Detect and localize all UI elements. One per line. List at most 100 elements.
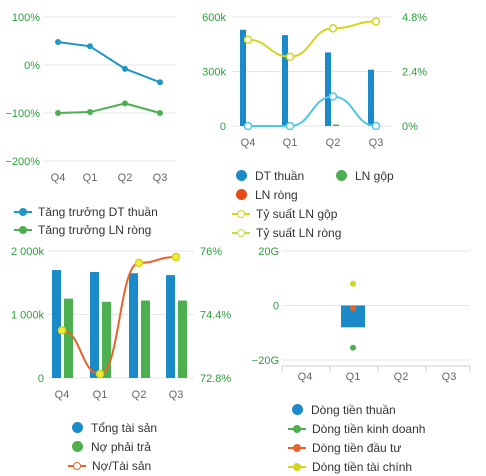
x-tick-label: Q3 xyxy=(153,172,168,184)
legend-item-dong-tien-thuan[interactable]: Dòng tiền thuần xyxy=(288,400,425,419)
x-tick-label: Q3 xyxy=(442,371,457,383)
y2-tick-label: 4.8% xyxy=(402,12,427,24)
x-tick-label: Q1 xyxy=(83,172,98,184)
assets-chart: 0 1 000k 2 000k 72.8% 74.4% 76% Q4 Q1 Q2 Q3 xyxy=(11,246,231,401)
bar xyxy=(141,300,150,378)
legend-label: Dòng tiền thuần xyxy=(311,402,396,417)
legend-label: Dòng tiền kinh doanh xyxy=(312,421,426,436)
x-tick-label: Q1 xyxy=(346,371,361,383)
legend-item-ty-suat-ln-gop[interactable]: Tỷ suất LN gộp xyxy=(232,204,482,223)
line-swatch-icon xyxy=(288,443,306,453)
y2-tick-label: 0% xyxy=(402,121,418,133)
bar xyxy=(282,35,288,126)
data-point xyxy=(122,65,128,72)
y-tick-label: 0 xyxy=(220,121,226,133)
series-line xyxy=(57,40,161,84)
data-point xyxy=(55,110,61,116)
data-point xyxy=(371,121,381,131)
bar xyxy=(341,305,365,328)
y-tick-label: 20G xyxy=(258,246,279,258)
legend-item-dt-growth[interactable]: Tăng trưởng DT thuần xyxy=(14,203,158,221)
series-line xyxy=(248,95,377,127)
dot-swatch-icon xyxy=(72,441,83,452)
line-swatch-icon xyxy=(68,461,86,471)
legend-item-ln-rong[interactable]: LN ròng xyxy=(232,185,482,204)
data-point xyxy=(243,121,253,131)
legend-item-dong-tien-tai-chinh[interactable]: Dòng tiền tài chính xyxy=(288,457,425,476)
legend-item-ln-gop[interactable]: LN gộp xyxy=(332,169,394,183)
data-point xyxy=(157,79,163,86)
cashflow-legend: Dòng tiền thuần Dòng tiền kinh doanh Dòn… xyxy=(288,400,425,476)
legend-item-ty-suat-ln-rong[interactable]: Tỷ suất LN ròng xyxy=(232,223,482,242)
bar xyxy=(52,270,61,378)
bar xyxy=(129,273,138,378)
x-tick-label: Q3 xyxy=(369,137,384,149)
bar xyxy=(240,29,246,126)
x-tick-label: Q1 xyxy=(283,137,298,149)
dot-swatch-icon xyxy=(236,170,247,181)
series-line xyxy=(61,255,177,376)
legend-label: Tổng tài sản xyxy=(91,420,158,435)
legend-item-dong-tien-kinh-doanh[interactable]: Dòng tiền kinh doanh xyxy=(288,419,425,438)
legend-item-ln-growth[interactable]: Tăng trưởng LN ròng xyxy=(14,221,158,239)
y-tick-label: 0 xyxy=(38,373,44,385)
revenue-chart: 0 300k 600k 0% 2.4% 4.8% Q4 Q1 Q2 Q3 xyxy=(202,12,427,149)
legend-item-dong-tien-dau-tu[interactable]: Dòng tiền đầu tư xyxy=(288,438,425,457)
data-point xyxy=(134,258,144,268)
legend-label: DT thuần xyxy=(255,168,305,183)
growth-legend: Tăng trưởng DT thuần Tăng trưởng LN ròng xyxy=(14,203,158,239)
data-point xyxy=(57,326,67,335)
legend-label: LN gộp xyxy=(355,168,394,183)
bar xyxy=(178,300,187,378)
bar xyxy=(90,271,99,378)
x-tick-label: Q4 xyxy=(51,172,66,184)
x-tick-label: Q2 xyxy=(118,172,133,184)
growth-chart: 100% 0% −100% −200% Q4 Q1 Q2 Q3 xyxy=(5,12,176,184)
legend-label: Tăng trưởng LN ròng xyxy=(38,223,152,237)
data-point xyxy=(350,305,356,312)
legend-item-no-tai-san[interactable]: Nợ/Tài sản xyxy=(68,456,157,475)
bar xyxy=(64,298,73,378)
legend-item-tong-tai-san[interactable]: Tổng tài sản xyxy=(68,418,157,437)
data-point xyxy=(285,121,295,131)
y-tick-label: 0 xyxy=(273,301,279,313)
y2-tick-label: 72.8% xyxy=(200,373,231,385)
legend-item-dt-thuan[interactable]: DT thuần xyxy=(232,169,332,183)
data-point xyxy=(371,17,381,26)
x-tick-label: Q2 xyxy=(326,137,341,149)
legend-label: Dòng tiền đầu tư xyxy=(312,440,402,455)
revenue-legend: DT thuần LN gộp LN ròng Tỷ suất LN gộp T… xyxy=(232,166,482,242)
y2-tick-label: 2.4% xyxy=(402,67,427,79)
bar xyxy=(368,69,374,126)
x-tick-label: Q1 xyxy=(93,389,108,401)
x-tick-label: Q4 xyxy=(241,137,256,149)
y-tick-label: 300k xyxy=(202,67,226,79)
y-tick-label: 2 000k xyxy=(11,246,45,258)
dot-swatch-icon xyxy=(336,170,347,181)
y2-tick-label: 74.4% xyxy=(200,310,231,322)
legend-item-no-phai-tra[interactable]: Nợ phải trả xyxy=(68,437,157,456)
bar xyxy=(325,52,331,126)
line-swatch-icon xyxy=(288,462,306,472)
data-point xyxy=(87,109,93,116)
cashflow-chart: 20G 0 −20G Q4 Q1 Q2 Q3 xyxy=(252,246,471,383)
line-swatch-icon xyxy=(14,207,32,217)
data-point xyxy=(171,252,181,262)
y-tick-label: 1 000k xyxy=(11,310,45,322)
legend-label: Tỷ suất LN gộp xyxy=(256,206,338,221)
x-tick-label: Q2 xyxy=(394,371,409,383)
data-point xyxy=(243,35,253,44)
y-tick-label: 100% xyxy=(12,12,40,24)
line-swatch-icon xyxy=(14,225,32,235)
legend-label: Tăng trưởng DT thuần xyxy=(38,205,158,219)
legend-label: Dòng tiền tài chính xyxy=(312,459,413,474)
data-point xyxy=(122,100,128,107)
y-tick-label: 0% xyxy=(24,60,40,72)
data-point xyxy=(285,52,295,61)
y-tick-label: −20G xyxy=(252,355,279,367)
line-swatch-icon xyxy=(232,228,250,238)
bar xyxy=(102,301,111,378)
x-tick-label: Q4 xyxy=(298,371,313,383)
dot-swatch-icon xyxy=(236,189,247,200)
